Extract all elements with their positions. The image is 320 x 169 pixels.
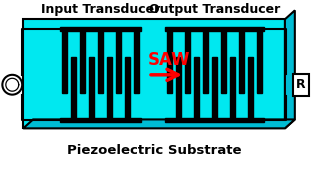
Bar <box>212 57 217 118</box>
Bar <box>221 31 226 93</box>
Text: R: R <box>296 78 306 91</box>
Bar <box>203 31 208 93</box>
Bar <box>293 74 309 96</box>
Bar <box>194 57 199 118</box>
Bar <box>125 57 130 118</box>
Bar <box>134 31 139 93</box>
Bar <box>165 118 264 122</box>
Bar <box>80 31 85 93</box>
Bar <box>89 57 94 118</box>
Bar <box>185 31 190 93</box>
Bar <box>167 31 172 93</box>
Bar <box>239 31 244 93</box>
Bar <box>98 31 103 93</box>
Text: Output Transducer: Output Transducer <box>149 3 280 16</box>
Bar <box>107 57 112 118</box>
Text: Input Transducer: Input Transducer <box>41 3 160 16</box>
Text: Piezoelectric Substrate: Piezoelectric Substrate <box>67 144 241 157</box>
Bar <box>230 57 235 118</box>
Bar <box>176 57 181 118</box>
Bar <box>116 31 121 93</box>
Bar <box>60 118 141 122</box>
Bar <box>257 31 262 93</box>
Bar <box>60 27 141 31</box>
Polygon shape <box>23 119 295 128</box>
Bar <box>71 57 76 118</box>
Polygon shape <box>23 19 285 128</box>
Bar <box>165 27 264 31</box>
Bar <box>62 31 67 93</box>
Bar <box>248 57 253 118</box>
Text: SAW: SAW <box>148 51 191 69</box>
Polygon shape <box>285 10 295 128</box>
